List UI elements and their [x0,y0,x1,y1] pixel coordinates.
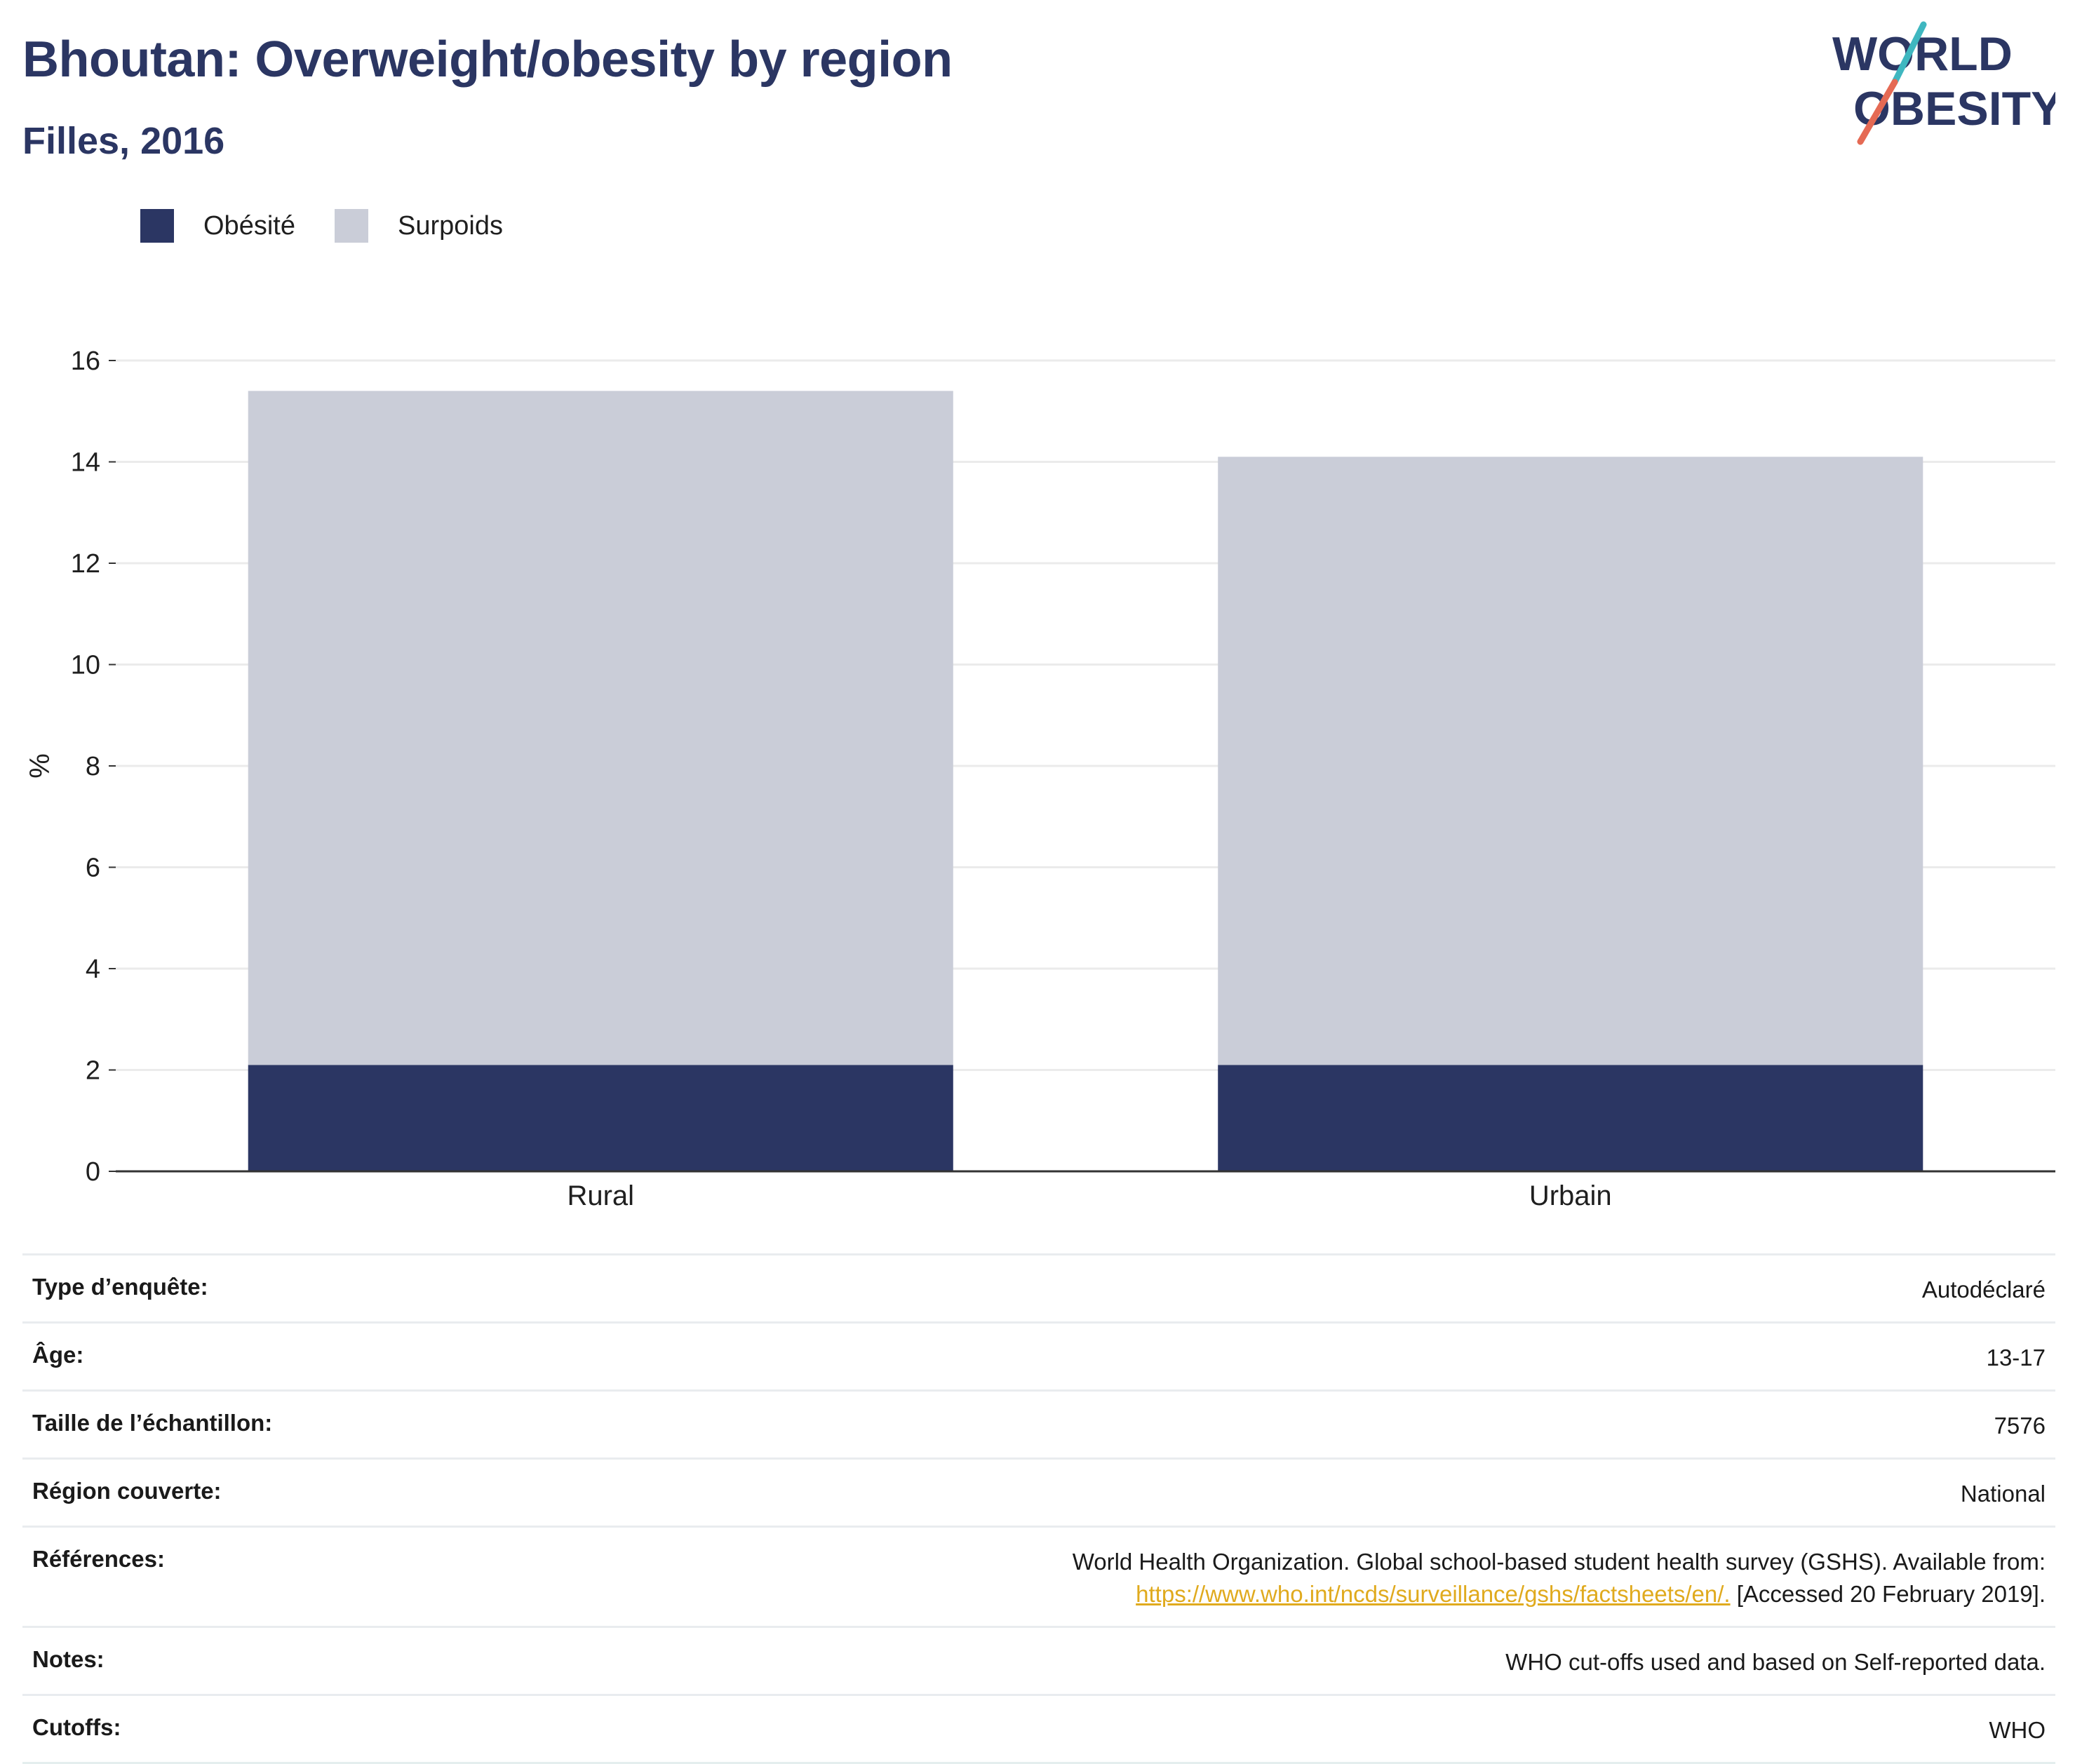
chart-subtitle: Filles, 2016 [22,120,225,162]
bar-chart: 0 2 4 6 8 10 12 14 16% Rural Urbain [25,346,2055,1211]
y-tick-label: 10 [71,651,100,680]
info-label-cutoffs: Cutoffs: [22,1694,463,1764]
references-accessed: [Accessed 20 February 2019]. [1736,1581,2046,1607]
info-row-notes: Notes: WHO cut-offs used and based on Se… [22,1626,2055,1695]
x-tick-label: Rural [567,1180,634,1211]
x-tick-label: Urbain [1529,1180,1612,1211]
world-obesity-logo: WORLD OBESITY [1832,21,2055,145]
y-tick-label: 12 [71,549,100,579]
info-value-region: National [463,1457,2055,1527]
references-link[interactable]: https://www.who.int/ncds/surveillance/gs… [1136,1581,1731,1607]
legend-label-overweight: Surpoids [397,210,503,241]
legend-label-obesity: Obésité [203,210,295,241]
info-value-age: 13-17 [463,1321,2055,1391]
legend-swatch-obesity [140,209,174,243]
logo-line-obesity: OBESITY [1853,82,2055,135]
info-label-notes: Notes: [22,1626,463,1695]
legend-item-overweight: Surpoids [334,209,503,243]
info-value-sample-size: 7576 [463,1389,2055,1459]
info-row-region: Région couverte: National [22,1457,2055,1527]
info-value-survey-type: Autodéclaré [463,1253,2055,1323]
chart-legend: Obésité Surpoids [140,206,542,245]
y-tick-label: 8 [86,752,100,781]
bar-overweight-urbain [1218,457,1923,1065]
info-label-survey-type: Type d’enquête: [22,1253,463,1323]
survey-info-table: Type d’enquête: Autodéclaré Âge: 13-17 T… [22,1253,2055,1764]
chart-title: Bhoutan: Overweight/obesity by region [22,32,953,88]
y-axis-label: % [25,753,55,779]
info-row-sample-size: Taille de l’échantillon: 7576 [22,1389,2055,1459]
legend-swatch-overweight [334,209,368,243]
bar-overweight-rural [248,391,953,1065]
info-row-age: Âge: 13-17 [22,1321,2055,1391]
info-label-references: Références: [22,1526,463,1627]
logo-slash-red [1857,79,1898,145]
info-label-sample-size: Taille de l’échantillon: [22,1389,463,1459]
bar-obesity-rural [248,1065,953,1171]
y-tick-label: 14 [71,448,100,478]
info-label-region: Région couverte: [22,1457,463,1527]
info-row-references: Références: World Health Organization. G… [22,1526,2055,1627]
logo-slash-teal [1891,21,1927,86]
info-value-cutoffs: WHO [463,1694,2055,1764]
legend-item-obesity: Obésité [140,209,295,243]
y-tick-label: 4 [86,955,100,984]
bar-obesity-urbain [1218,1065,1923,1171]
y-tick-label: 2 [86,1056,100,1086]
logo-line-world: WORLD [1832,27,2013,81]
info-label-age: Âge: [22,1321,463,1391]
y-tick-label: 0 [86,1157,100,1187]
info-row-survey-type: Type d’enquête: Autodéclaré [22,1253,2055,1323]
references-text: World Health Organization. Global school… [1072,1549,2046,1575]
y-tick-label: 6 [86,854,100,883]
y-tick-label: 16 [71,346,100,376]
info-row-cutoffs: Cutoffs: WHO [22,1694,2055,1764]
info-value-notes: WHO cut-offs used and based on Self-repo… [463,1626,2055,1695]
info-value-references: World Health Organization. Global school… [463,1526,2055,1627]
